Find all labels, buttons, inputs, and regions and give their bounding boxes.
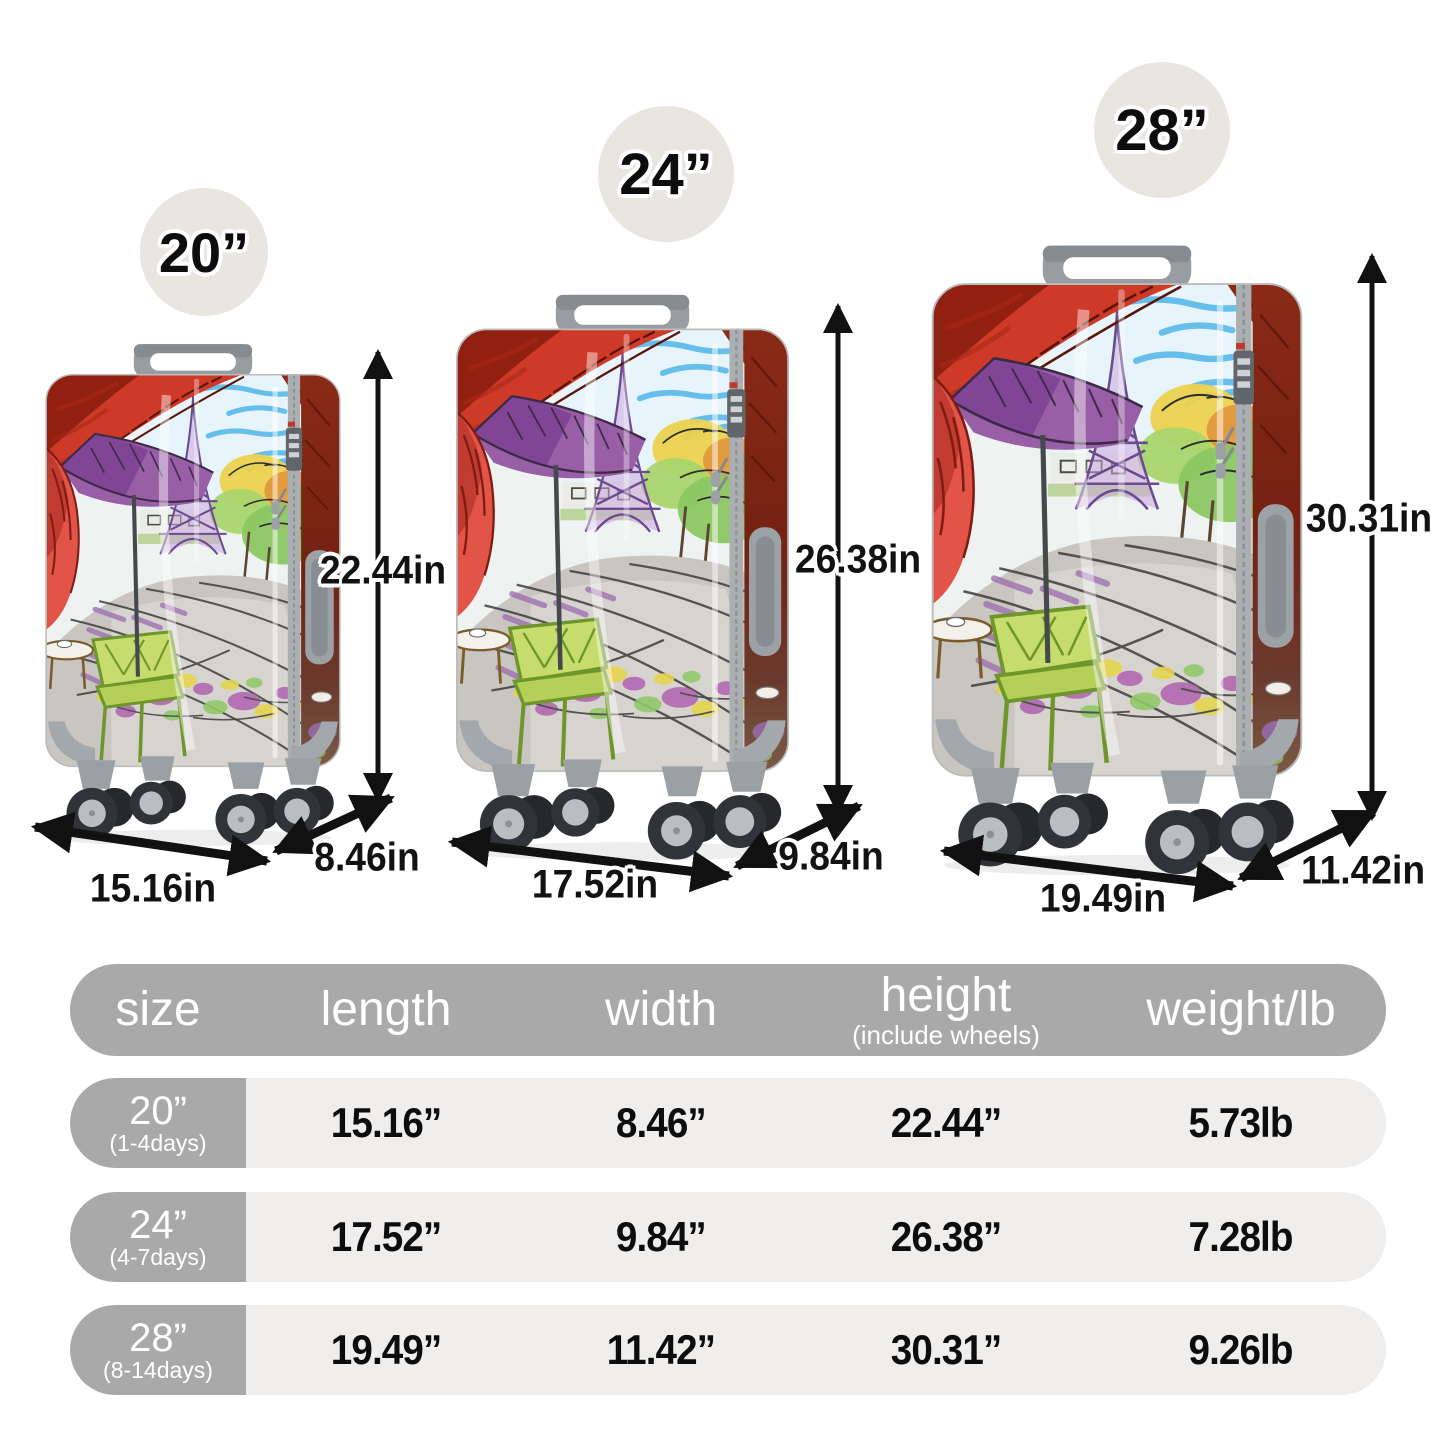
suitcase-20-image — [40, 338, 346, 848]
row-28-width: 11.42” — [606, 1326, 716, 1373]
header-length: length — [320, 983, 452, 1036]
size-badge-28-label: 28” — [1115, 97, 1209, 163]
size-badge-28: 28” — [1094, 62, 1230, 198]
row-28-size-cell: 28” (8-14days) — [70, 1305, 246, 1395]
header-height-sub: (include wheels) — [852, 1020, 1040, 1050]
depth-label-20: 8.46in — [314, 835, 420, 880]
suitcase-24-image — [450, 288, 795, 863]
header-weight: weight/lb — [1146, 983, 1336, 1036]
row-24-length: 17.52” — [330, 1213, 442, 1260]
row-24-weight: 7.28lb — [1188, 1213, 1294, 1260]
height-label-24: 26.38in — [794, 537, 922, 582]
size-table-header: size length width height (include wheels… — [70, 964, 1386, 1056]
size-badge-20-label: 20” — [158, 220, 250, 284]
row-28-weight: 9.26lb — [1188, 1326, 1294, 1373]
depth-label-28: 11.42in — [1300, 848, 1426, 893]
table-row-28: 28” (8-14days) 19.49” 11.42” 30.31” 9.26… — [70, 1305, 1386, 1395]
length-label-24: 17.52in — [531, 862, 659, 907]
row-20-size-cell: 20” (1-4days) — [70, 1078, 246, 1168]
size-badge-20: 20” — [140, 188, 268, 316]
header-height: height (include wheels) — [852, 969, 1040, 1050]
depth-label-24: 9.84in — [778, 834, 884, 879]
row-28-length: 19.49” — [330, 1326, 442, 1373]
size-badge-24-label: 24” — [619, 141, 713, 207]
table-row-24: 24” (4-7days) 17.52” 9.84” 26.38” 7.28lb — [70, 1192, 1386, 1282]
height-label-20: 22.44in — [319, 548, 447, 593]
row-20-width: 8.46” — [616, 1099, 707, 1146]
size-badge-24: 24” — [598, 106, 734, 242]
row-20-weight: 5.73lb — [1188, 1099, 1294, 1146]
length-label-28: 19.49in — [1039, 876, 1167, 921]
height-label-28: 30.31in — [1305, 496, 1433, 541]
header-size: size — [115, 983, 201, 1036]
row-24-size-cell: 24” (4-7days) — [70, 1192, 246, 1282]
row-20-height: 22.44” — [890, 1099, 1002, 1146]
row-24-height: 26.38” — [890, 1213, 1002, 1260]
table-row-20: 20” (1-4days) 15.16” 8.46” 22.44” 5.73lb — [70, 1078, 1386, 1168]
row-24-width: 9.84” — [616, 1213, 707, 1260]
suitcase-28-image — [925, 238, 1309, 878]
length-label-20: 15.16in — [89, 866, 217, 911]
row-20-length: 15.16” — [330, 1099, 442, 1146]
header-width: width — [604, 983, 718, 1036]
row-28-height: 30.31” — [890, 1326, 1002, 1373]
